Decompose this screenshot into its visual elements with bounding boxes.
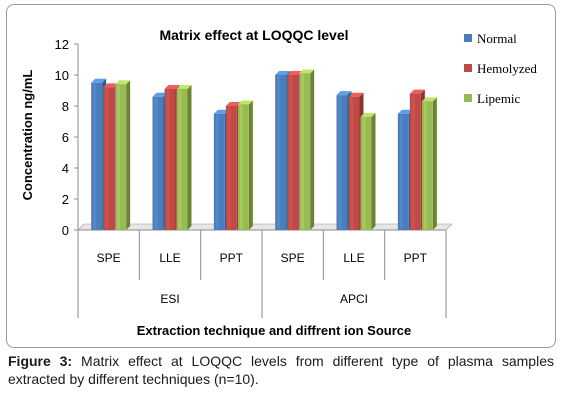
legend-item-hemolyzed: Hemolyzed	[464, 61, 537, 76]
y-tick-label: 8	[62, 99, 69, 114]
legend-swatch	[464, 34, 472, 42]
tick-labels: 0 2 4 6 8 10 12 SPE LLE PPT SPE LLE PPT ESI APCI	[55, 37, 428, 306]
bar-lipemic-3	[299, 69, 315, 230]
bar-lipemic-4	[360, 112, 376, 230]
legend-swatch	[464, 64, 472, 72]
bar-lipemic-2	[237, 100, 253, 230]
plot-floor	[77, 223, 453, 231]
chart-title: Matrix effect at LOQQC level	[159, 27, 348, 43]
y-tick-label: 12	[55, 37, 69, 52]
bars	[91, 69, 437, 231]
bar-lipemic-1	[176, 84, 192, 230]
caption-label: Figure 3:	[8, 353, 73, 369]
y-tick-label: 2	[62, 192, 69, 207]
matrix-effect-chart: Matrix effect at LOQQC level Concentrati…	[20, 27, 537, 338]
legend-swatch	[464, 94, 472, 102]
caption-text: Matrix effect at LOQQC levels from diffe…	[8, 353, 554, 387]
x-category-label: LLE	[159, 251, 180, 265]
axes	[74, 43, 453, 318]
y-tick-label: 10	[55, 68, 69, 83]
x-group-label: ESI	[160, 292, 179, 306]
legend-item-lipemic: Lipemic	[464, 91, 521, 106]
figure-caption: Figure 3: Matrix effect at LOQQC levels …	[8, 352, 554, 388]
legend: Normal Hemolyzed Lipemic	[464, 31, 537, 106]
y-tick-label: 4	[62, 161, 69, 176]
x-category-label: PPT	[220, 251, 244, 265]
bar-lipemic-0	[115, 80, 131, 230]
bar-lipemic-5	[421, 97, 437, 230]
legend-label: Hemolyzed	[477, 61, 537, 76]
x-axis-title: Extraction technique and diffrent ion So…	[137, 323, 411, 338]
x-category-label: LLE	[343, 251, 364, 265]
y-axis-title: Concentration ng/mL	[20, 70, 35, 201]
x-category-label: SPE	[281, 251, 305, 265]
x-category-label: SPE	[97, 251, 121, 265]
legend-item-normal: Normal	[464, 31, 517, 46]
y-tick-label: 6	[62, 130, 69, 145]
legend-label: Normal	[477, 31, 517, 46]
y-tick-label: 0	[62, 223, 69, 238]
x-group-label: APCI	[340, 292, 368, 306]
legend-label: Lipemic	[477, 91, 521, 106]
x-category-label: PPT	[404, 251, 428, 265]
